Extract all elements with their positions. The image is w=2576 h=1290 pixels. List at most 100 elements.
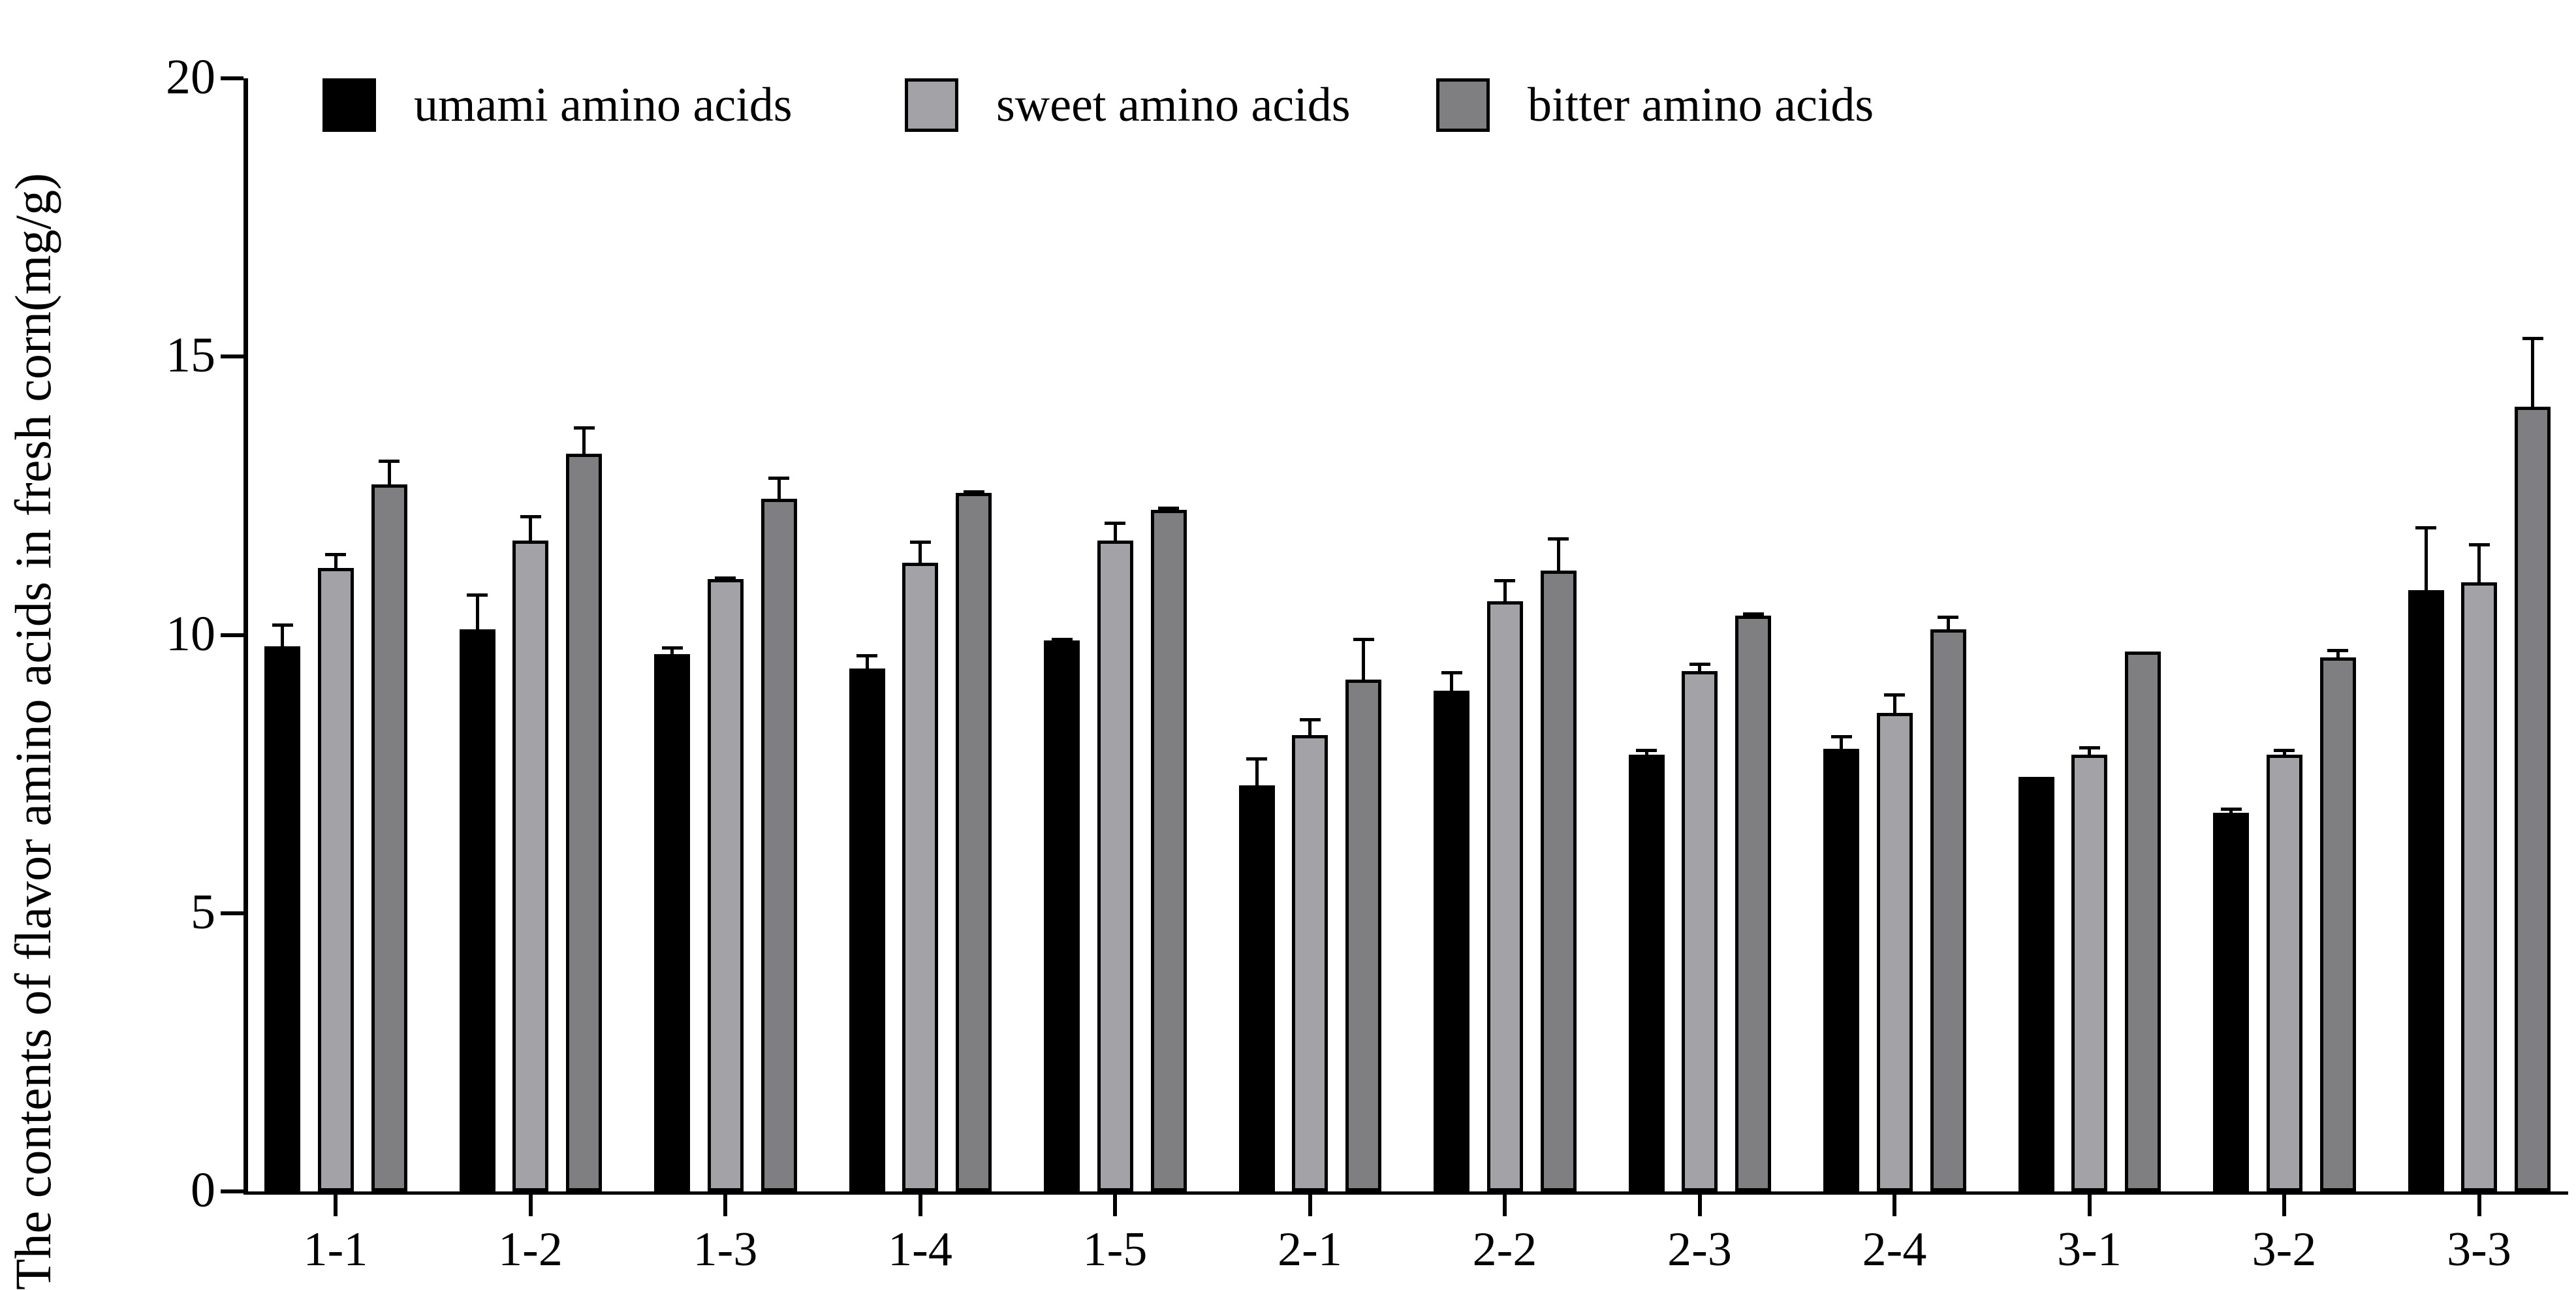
bar-umami-1-5 bbox=[1044, 640, 1080, 1191]
y-axis-tick-label: 10 bbox=[166, 606, 215, 661]
bar-bitter-2-1 bbox=[1345, 679, 1381, 1191]
x-axis-tick-label: 1-4 bbox=[888, 1223, 952, 1276]
y-axis-tick-label: 5 bbox=[191, 884, 215, 939]
bar-sweet-1-3 bbox=[707, 579, 744, 1191]
bar-bitter-3-1 bbox=[2125, 652, 2161, 1191]
error-bar-cap bbox=[1938, 615, 1958, 619]
x-axis-tick bbox=[1113, 1191, 1117, 1216]
error-bar-stem bbox=[1556, 537, 1560, 573]
error-bar-cap bbox=[2522, 337, 2543, 341]
error-bar-stem bbox=[334, 553, 338, 570]
bar-umami-2-1 bbox=[1238, 785, 1275, 1191]
x-axis-tick-label: 1-3 bbox=[693, 1223, 758, 1276]
bar-bitter-1-5 bbox=[1150, 509, 1187, 1191]
error-bar-stem bbox=[1946, 615, 1950, 631]
bar-umami-2-3 bbox=[1628, 754, 1665, 1191]
x-axis-tick bbox=[2477, 1191, 2481, 1216]
error-bar-stem bbox=[281, 623, 284, 648]
error-bar-cap bbox=[272, 623, 293, 627]
y-axis-tick bbox=[221, 633, 243, 637]
y-axis-tick bbox=[221, 354, 243, 359]
error-bar-stem bbox=[387, 459, 391, 486]
x-axis-tick bbox=[1308, 1191, 1312, 1216]
error-bar-stem bbox=[2088, 746, 2091, 756]
legend-item-umami: umami amino acids bbox=[322, 76, 793, 134]
error-bar-cap bbox=[1884, 693, 1905, 697]
bar-umami-3-3 bbox=[2408, 590, 2444, 1191]
error-bar-cap bbox=[467, 593, 488, 597]
error-bar-cap bbox=[661, 646, 683, 650]
bar-sweet-2-1 bbox=[1292, 734, 1328, 1191]
error-bar-cap bbox=[856, 654, 877, 658]
bar-sweet-3-3 bbox=[2461, 582, 2497, 1191]
error-bar-cap bbox=[2274, 749, 2295, 753]
bar-sweet-3-1 bbox=[2071, 754, 2107, 1191]
error-bar-cap bbox=[2327, 648, 2348, 652]
legend-label-bitter: bitter amino acids bbox=[1528, 78, 1874, 132]
error-bar-stem bbox=[865, 654, 869, 670]
error-bar-stem bbox=[1840, 734, 1843, 751]
error-bar-stem bbox=[1698, 663, 1701, 672]
bar-bitter-3-2 bbox=[2319, 657, 2356, 1191]
x-axis-tick-label: 2-1 bbox=[1278, 1223, 1342, 1276]
legend-item-sweet: sweet amino acids bbox=[905, 76, 1351, 134]
y-axis-tick bbox=[221, 76, 243, 80]
bar-umami-1-1 bbox=[264, 646, 300, 1191]
bar-bitter-2-3 bbox=[1735, 615, 1771, 1191]
bar-umami-2-2 bbox=[1434, 690, 1469, 1191]
x-axis-tick bbox=[918, 1191, 922, 1216]
y-axis-tick-label: 20 bbox=[166, 50, 215, 104]
bar-bitter-1-2 bbox=[566, 454, 602, 1191]
error-bar-stem bbox=[2336, 648, 2340, 659]
y-axis-label: The contents of flavor amino acids in fr… bbox=[5, 172, 61, 1290]
x-axis-tick bbox=[2282, 1191, 2286, 1216]
y-axis-tick bbox=[221, 911, 243, 915]
error-bar-cap bbox=[2468, 543, 2490, 546]
error-bar-cap bbox=[520, 515, 541, 519]
error-bar-cap bbox=[1158, 507, 1179, 511]
error-bar-cap bbox=[1689, 663, 1710, 667]
error-bar-cap bbox=[1441, 670, 1462, 674]
error-bar-stem bbox=[2229, 807, 2233, 815]
error-bar-cap bbox=[1105, 522, 1125, 526]
x-axis-tick-label: 1-1 bbox=[303, 1223, 368, 1276]
plot-area: 0 5 10 15 20 1-1 1-2 1-3 1-4 1-5 2-1 2-2 2-3 2-4 3-1 3-… bbox=[166, 52, 2568, 1274]
error-bar-stem bbox=[1308, 718, 1312, 736]
error-bar-cap bbox=[2415, 526, 2436, 530]
legend-label-umami: umami amino acids bbox=[414, 78, 793, 132]
x-axis-tick-label: 2-4 bbox=[1862, 1223, 1927, 1276]
y-axis-tick-label: 15 bbox=[166, 328, 215, 383]
error-bar-stem bbox=[777, 476, 781, 500]
error-bar-cap bbox=[1299, 718, 1321, 722]
error-bar-cap bbox=[1742, 612, 1764, 616]
error-bar-cap bbox=[1353, 637, 1374, 641]
x-axis-tick bbox=[1697, 1191, 1702, 1216]
bar-bitter-1-1 bbox=[371, 484, 407, 1191]
bar-umami-3-1 bbox=[2018, 776, 2054, 1191]
error-bar-cap bbox=[1051, 637, 1073, 641]
bar-sweet-1-1 bbox=[317, 568, 354, 1191]
error-bar-stem bbox=[2477, 543, 2481, 584]
error-bar-stem bbox=[582, 426, 586, 456]
error-bar-stem bbox=[2282, 749, 2286, 756]
error-bar-cap bbox=[1494, 579, 1515, 583]
bitter-swatch-icon bbox=[1436, 78, 1490, 132]
error-bar-stem bbox=[919, 540, 922, 564]
x-axis-tick bbox=[2087, 1191, 2092, 1216]
bar-sweet-1-5 bbox=[1097, 540, 1133, 1191]
error-bar-cap bbox=[325, 553, 346, 557]
error-bar-stem bbox=[2424, 526, 2428, 592]
x-axis-tick bbox=[1503, 1191, 1507, 1216]
error-bar-cap bbox=[379, 459, 400, 463]
bar-sweet-2-3 bbox=[1682, 670, 1718, 1191]
error-bar-cap bbox=[715, 576, 736, 580]
bar-bitter-3-3 bbox=[2515, 406, 2551, 1191]
x-axis-tick bbox=[1893, 1191, 1896, 1216]
x-axis-tick-label: 2-3 bbox=[1667, 1223, 1732, 1276]
x-axis-tick-label: 3-1 bbox=[2057, 1223, 2122, 1276]
error-bar-stem bbox=[670, 646, 674, 656]
bar-bitter-1-4 bbox=[956, 493, 992, 1191]
x-axis-tick-label: 3-3 bbox=[2447, 1223, 2511, 1276]
bar-sweet-1-2 bbox=[512, 540, 548, 1191]
bar-bitter-2-2 bbox=[1540, 571, 1577, 1191]
